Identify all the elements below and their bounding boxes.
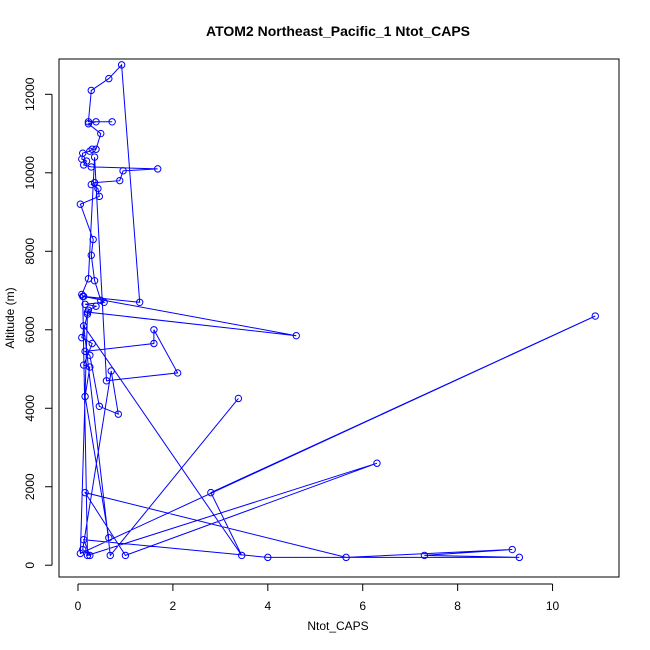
x-tick-label: 4 bbox=[264, 599, 271, 613]
data-point bbox=[116, 176, 124, 185]
data-point bbox=[97, 296, 105, 305]
data-point bbox=[87, 163, 95, 171]
data-point bbox=[150, 339, 158, 348]
data-point bbox=[87, 251, 95, 259]
data-point bbox=[79, 545, 87, 554]
data-point bbox=[264, 553, 272, 562]
y-tick-label: 0 bbox=[23, 562, 37, 569]
data-point bbox=[79, 322, 88, 330]
data-layer bbox=[76, 61, 599, 562]
data-point bbox=[92, 145, 100, 153]
data-point bbox=[84, 118, 93, 126]
x-tick-label: 10 bbox=[546, 599, 560, 613]
data-point bbox=[81, 392, 89, 401]
data-point bbox=[150, 326, 158, 334]
data-point bbox=[81, 300, 89, 308]
data-point bbox=[82, 157, 91, 165]
plot-frame bbox=[58, 58, 620, 578]
y-tick-label: 10000 bbox=[23, 156, 37, 190]
data-point bbox=[102, 377, 111, 385]
data-point bbox=[79, 292, 87, 301]
x-axis-label: Ntot_CAPS bbox=[307, 619, 368, 633]
x-tick-label: 6 bbox=[359, 599, 366, 613]
data-point bbox=[89, 235, 97, 244]
chart-title: ATOM2 Northeast_Pacific_1 Ntot_CAPS bbox=[206, 23, 470, 39]
data-point bbox=[121, 551, 130, 560]
data-point bbox=[342, 553, 350, 562]
data-point bbox=[173, 369, 182, 377]
data-point bbox=[154, 165, 162, 173]
data-point bbox=[95, 402, 104, 410]
data-point bbox=[83, 551, 92, 560]
data-point bbox=[508, 545, 516, 554]
data-point bbox=[78, 333, 86, 342]
data-point bbox=[86, 551, 94, 560]
data-point bbox=[90, 178, 99, 187]
data-point bbox=[105, 74, 113, 83]
data-point bbox=[92, 118, 100, 126]
data-point bbox=[92, 302, 100, 310]
x-tick-label: 2 bbox=[170, 599, 177, 613]
data-point bbox=[292, 331, 300, 340]
data-point bbox=[88, 339, 96, 348]
y-axis: 0 2000 4000 6000 8000 10000 12000 bbox=[23, 77, 53, 569]
data-point bbox=[373, 459, 381, 467]
data-point bbox=[81, 347, 89, 356]
data-point bbox=[79, 361, 88, 369]
series-line bbox=[79, 63, 596, 558]
data-point bbox=[117, 61, 126, 69]
data-point bbox=[234, 394, 243, 403]
data-point bbox=[108, 118, 116, 126]
data-point bbox=[83, 308, 92, 316]
data-point bbox=[79, 536, 88, 544]
data-point bbox=[238, 551, 246, 560]
data-point bbox=[119, 167, 127, 175]
data-point bbox=[107, 367, 115, 375]
data-point bbox=[515, 553, 524, 562]
data-point bbox=[420, 551, 429, 560]
data-point bbox=[88, 145, 96, 153]
y-tick-label: 12000 bbox=[23, 77, 37, 111]
data-point bbox=[76, 200, 85, 208]
data-point bbox=[106, 551, 114, 560]
data-point bbox=[81, 488, 89, 497]
x-tick-label: 0 bbox=[75, 599, 82, 613]
y-tick-label: 4000 bbox=[23, 395, 37, 422]
data-point bbox=[207, 488, 215, 497]
data-point bbox=[87, 86, 95, 95]
data-point bbox=[105, 534, 113, 542]
data-point bbox=[79, 149, 87, 157]
data-point bbox=[591, 312, 599, 320]
data-point bbox=[135, 298, 144, 307]
data-point bbox=[86, 351, 94, 359]
y-tick-label: 8000 bbox=[23, 238, 37, 265]
x-axis: 0 2 4 6 8 10 bbox=[75, 583, 560, 613]
y-tick-label: 2000 bbox=[23, 473, 37, 500]
data-point bbox=[83, 310, 92, 318]
data-point bbox=[76, 549, 85, 558]
data-point bbox=[84, 120, 93, 128]
data-point bbox=[95, 192, 104, 201]
data-point bbox=[94, 184, 102, 193]
y-tick-label: 6000 bbox=[23, 316, 37, 343]
data-point bbox=[84, 275, 93, 283]
data-point bbox=[90, 153, 99, 161]
y-axis-label: Altitude (m) bbox=[3, 287, 17, 348]
data-point bbox=[97, 129, 105, 138]
data-point bbox=[114, 410, 123, 418]
x-tick-label: 8 bbox=[454, 599, 461, 613]
